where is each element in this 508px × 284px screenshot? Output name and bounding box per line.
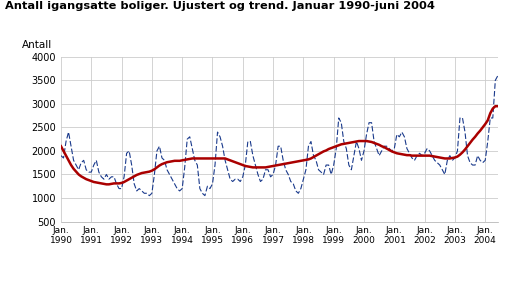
Line: Antall boliger, ujustert: Antall boliger, ujustert [61,76,498,196]
Antall boliger, trend [492,105,498,108]
Antall boliger, ujustert [295,192,301,195]
Antall boliger, trend [295,160,301,163]
Antall boliger, ujustert [103,173,109,176]
Antall boliger, ujustert [58,154,64,157]
Antall boliger, trend [76,173,82,176]
Antall boliger, ujustert [63,140,69,143]
Text: Antall: Antall [22,40,52,50]
Antall boliger, trend [63,154,69,157]
Antall boliger, trend [348,141,355,144]
Antall boliger, ujustert [76,168,82,172]
Antall boliger, trend [495,105,501,108]
Antall boliger, ujustert [146,194,152,197]
Antall boliger, ujustert [495,74,501,77]
Text: Antall igangsatte boliger. Ujustert og trend. Januar 1990-juni 2004: Antall igangsatte boliger. Ujustert og t… [5,1,435,11]
Antall boliger, ujustert [384,145,390,148]
Antall boliger, trend [58,145,64,148]
Antall boliger, trend [103,183,109,186]
Line: Antall boliger, trend: Antall boliger, trend [61,106,498,184]
Antall boliger, ujustert [348,168,355,172]
Antall boliger, trend [384,147,390,150]
Antall boliger, trend [106,183,112,186]
